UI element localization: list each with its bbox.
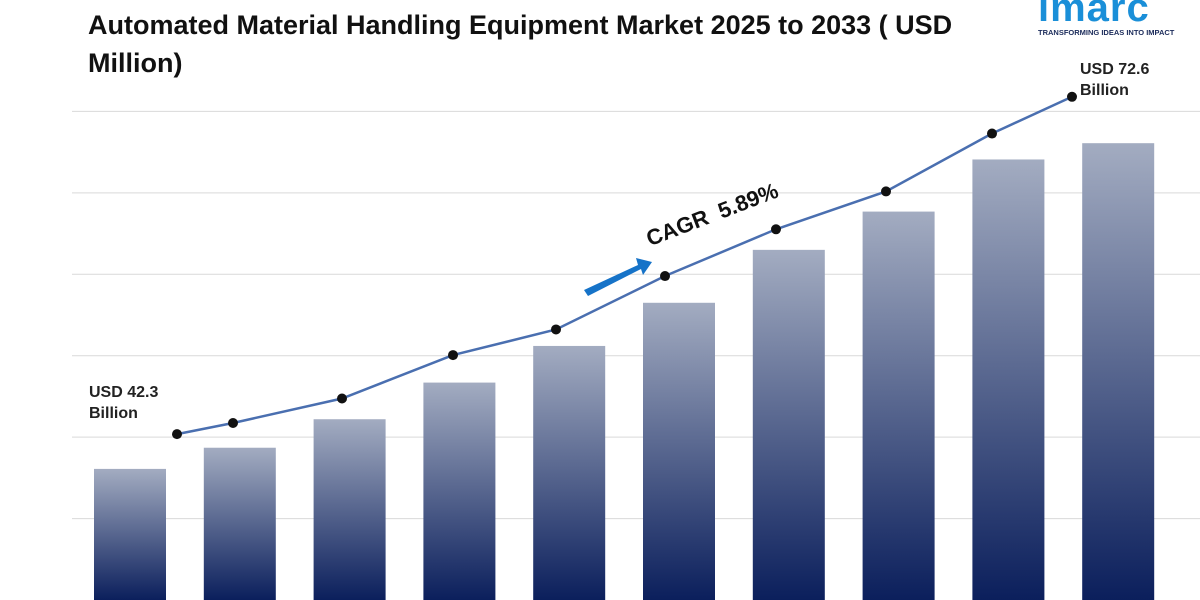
bar [1082,143,1155,600]
value-label: USD 72.6 Billion [1080,60,1150,99]
line-point [172,429,182,440]
line-point [228,417,238,428]
bar [533,345,606,600]
bar [972,159,1045,600]
bar [862,211,935,600]
cagr-arrow [584,258,652,296]
bar [423,382,496,600]
line-point [660,271,670,282]
line-point [551,324,561,335]
line-point [1067,91,1077,102]
bar [203,447,276,600]
chart-title: Automated Material Handling Equipment Ma… [88,10,953,78]
line-point [987,128,997,139]
line-point [337,393,347,404]
line-point [448,350,458,361]
bar [313,419,386,600]
bar [94,468,166,600]
line-point [881,186,891,197]
line [176,95,1073,436]
value-label: USD 42.3 Billion [89,384,159,423]
line-point [771,224,781,235]
logo: imarc [1038,0,1150,30]
bar [643,302,715,600]
logo-tagline: TRANSFORMING IDEAS INTO IMPACT [1038,28,1175,37]
bar [752,249,825,600]
